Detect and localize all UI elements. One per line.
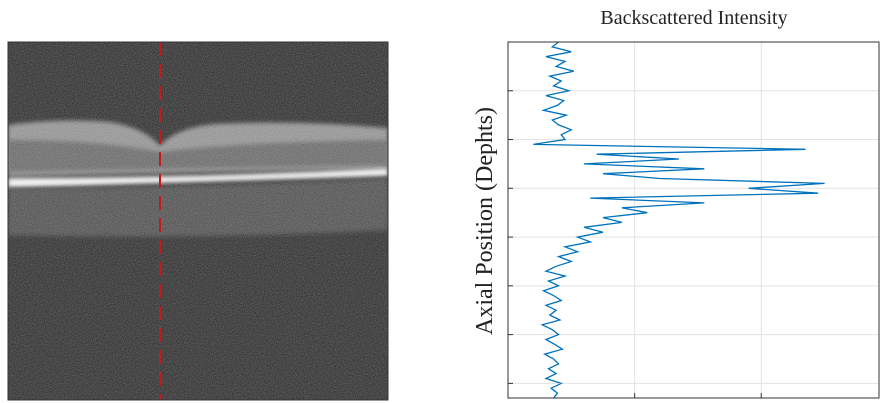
image-frame — [7, 41, 389, 401]
oct-image — [8, 42, 388, 400]
data-line — [533, 41, 825, 399]
plot-frame — [507, 41, 880, 399]
chart-title: Backscattered Intensity — [600, 7, 787, 29]
plot-area — [508, 42, 879, 398]
y-axis-label: Axial Position (Dephts) — [472, 107, 498, 335]
